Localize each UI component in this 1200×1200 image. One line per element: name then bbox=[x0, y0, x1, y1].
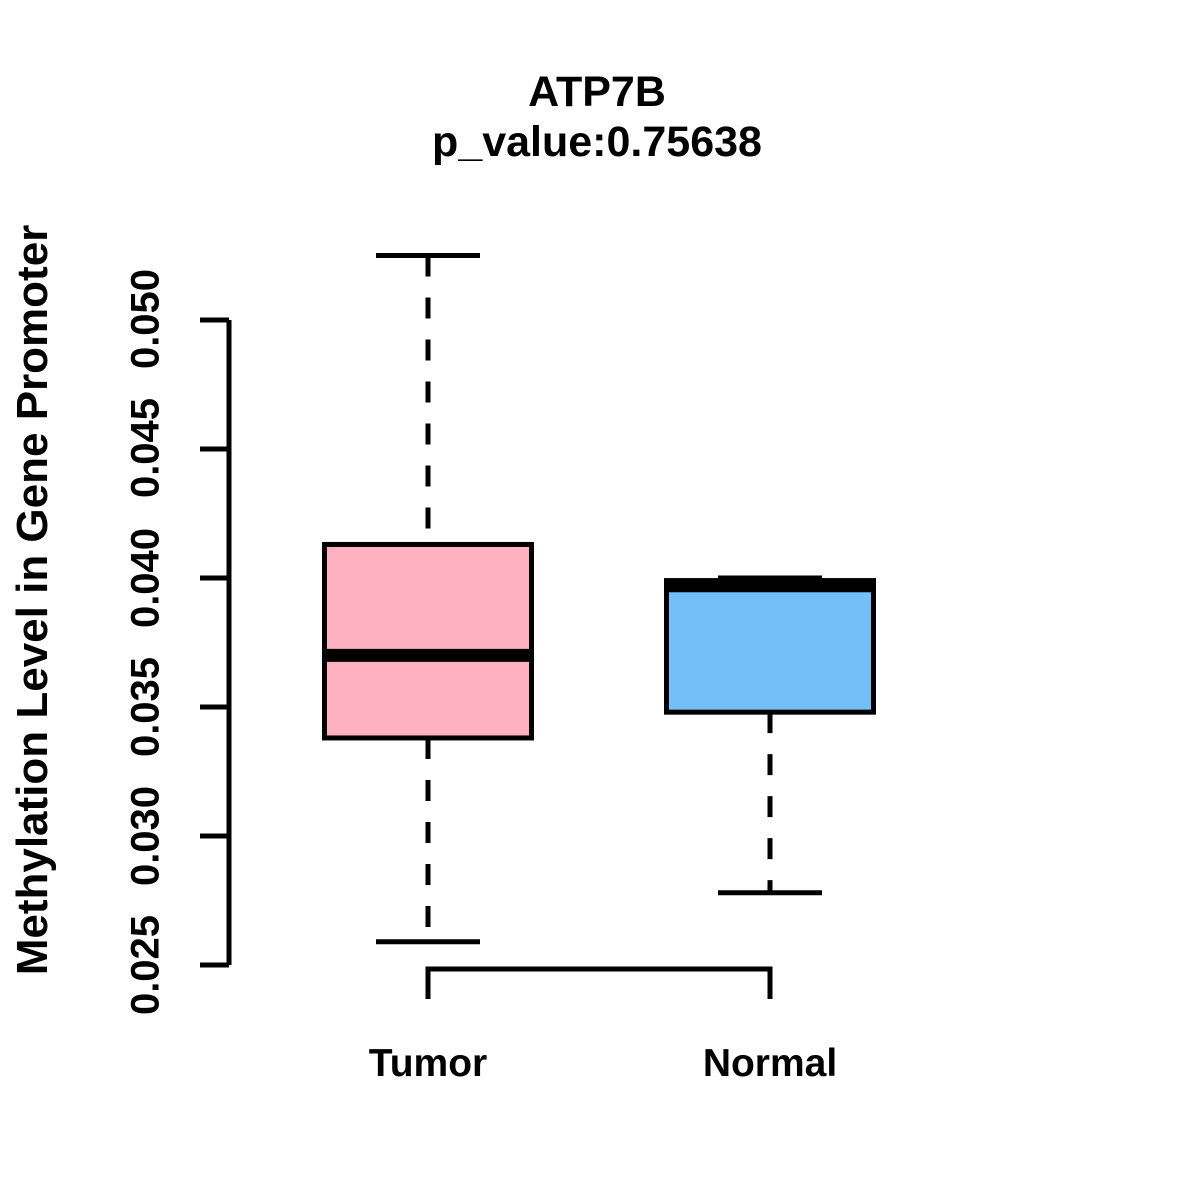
x-axis-bracket bbox=[425, 966, 773, 999]
normal-box bbox=[664, 578, 876, 715]
x-category-label-tumor: Tumor bbox=[368, 1042, 488, 1085]
tumor-box bbox=[322, 541, 534, 741]
x-category-label-normal: Normal bbox=[702, 1042, 838, 1085]
plot-subtitle: p_value:0.75638 bbox=[432, 118, 762, 166]
plot-title: ATP7B bbox=[528, 68, 666, 116]
